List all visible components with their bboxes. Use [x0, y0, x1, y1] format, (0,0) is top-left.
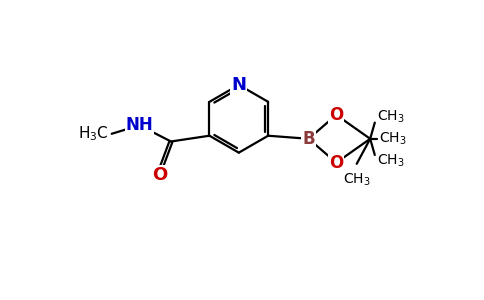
Text: O: O — [152, 166, 168, 184]
Text: CH$_3$: CH$_3$ — [377, 108, 405, 125]
Text: NH: NH — [125, 116, 153, 134]
Text: CH$_3$: CH$_3$ — [377, 153, 405, 169]
Text: H$_3$C: H$_3$C — [78, 124, 108, 143]
Text: CH$_3$: CH$_3$ — [378, 130, 406, 147]
Text: B: B — [302, 130, 315, 148]
Text: CH$_3$: CH$_3$ — [343, 172, 371, 188]
Text: O: O — [329, 106, 344, 124]
Text: N: N — [231, 76, 246, 94]
Text: O: O — [329, 154, 344, 172]
